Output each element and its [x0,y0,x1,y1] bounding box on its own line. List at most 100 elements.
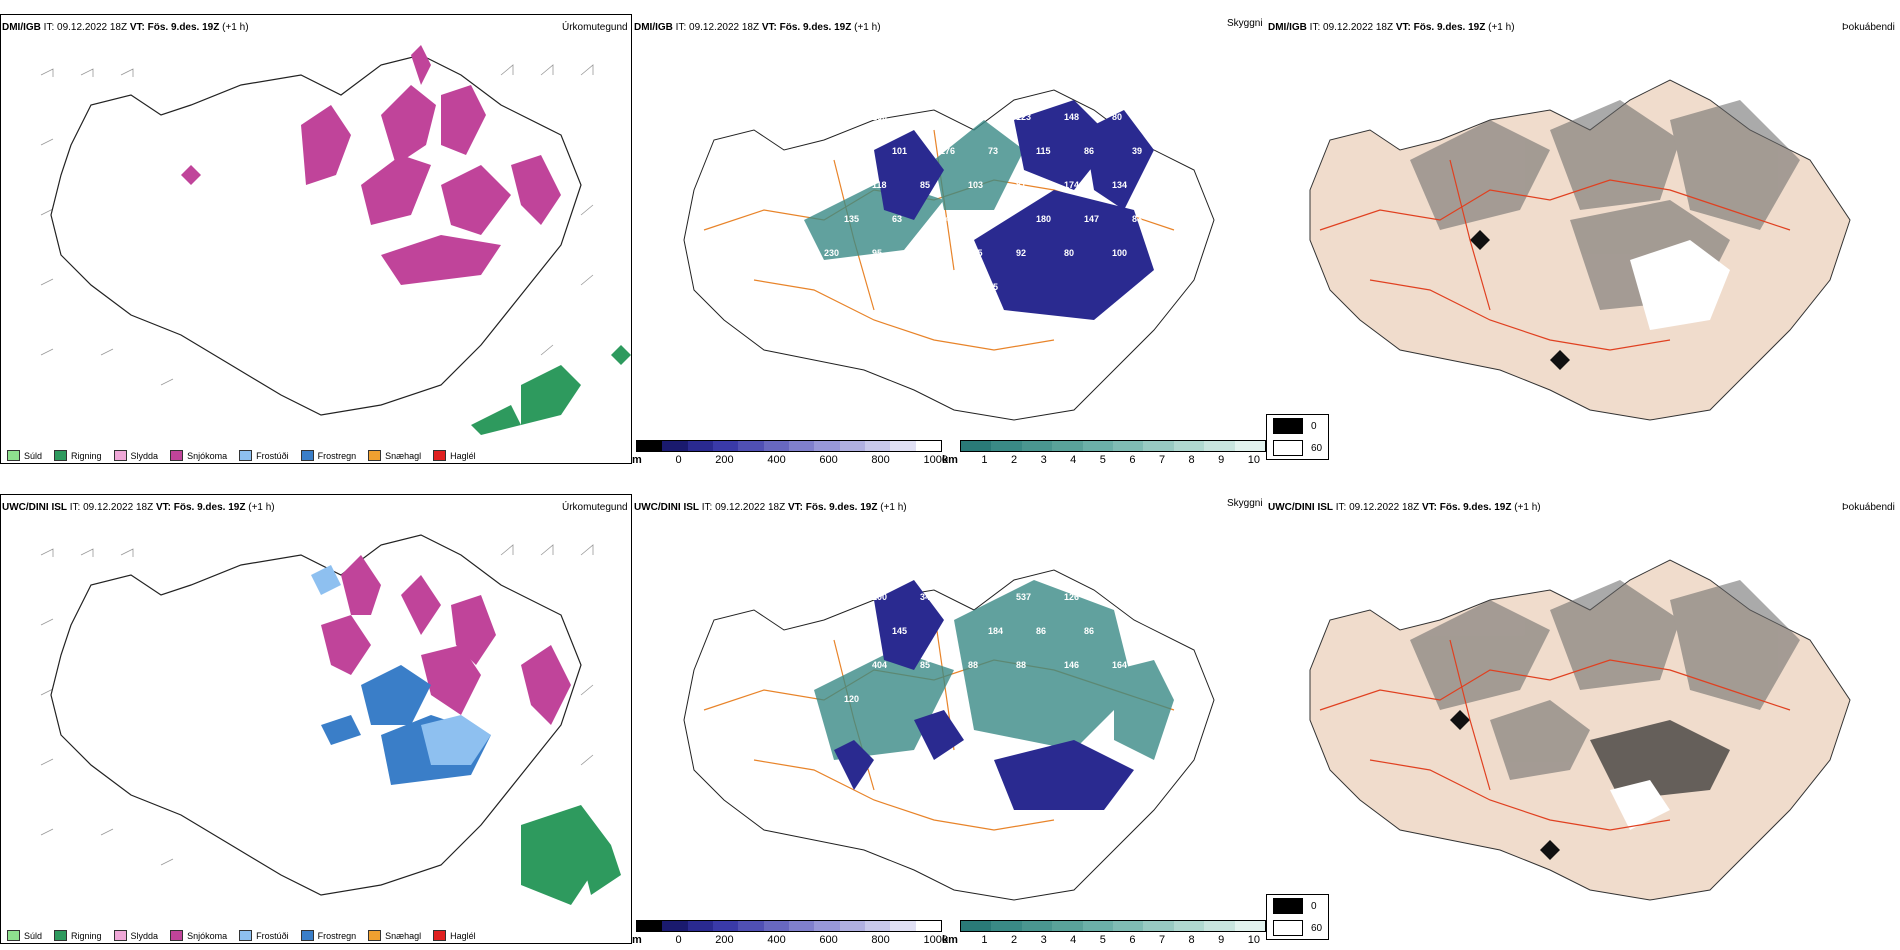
colorbar-segment [687,441,713,451]
colorbar-tick: 1000 [923,934,948,946]
colorbar-segment [915,921,941,931]
precip-legend-label: Rigning [71,450,102,461]
precip-legend-swatch [239,930,253,941]
colorbar-segment [839,441,865,451]
precip-legend-label: Slydda [130,450,159,461]
cloud-title-2: Skyggni [1227,498,1263,509]
cloud-base-label: 146 [1064,660,1079,670]
precip-legend-item: Snjókoma [170,450,227,461]
colorbar-tick: 800 [871,934,890,946]
fog-legend-label: 60 [1311,922,1323,934]
colorbar-tick: 1000 [923,454,948,466]
precip-legend-1: Súld Rigning Slydda Snjókoma Frostúði Frostre… [7,450,476,461]
cloud-base-label: 64 [844,282,854,292]
colorbar-segment [738,921,764,931]
cloud-base-label: 404 [872,660,887,670]
precip-legend-label: Snæhagl [385,450,422,461]
precip-header-1: DMI/IGB IT: 09.12.2022 18Z VT: Fös. 9.de… [2,22,249,33]
cloud-base-label: 164 [1112,660,1127,670]
cloud-base-label: 118 [872,180,887,190]
fog-title-2: Þokuábendi [1842,502,1895,513]
cloud-base-label: 88 [968,660,978,670]
cloud-base-label: 88 [968,112,978,122]
fog-legend-label: 0 [1311,420,1317,432]
cloud-base-label: 176 [940,146,955,156]
cloud-base-label: 101 [892,146,907,156]
precip-header-2: UWC/DINI ISL IT: 09.12.2022 18Z VT: Fös.… [2,502,275,513]
cloud-base-label: 63 [892,214,902,224]
colorbar-tick: 400 [767,454,786,466]
colorbar-tick: 7 [1158,454,1166,466]
cloud-base-label: 80 [1112,112,1122,122]
fog-legend-swatch [1273,440,1303,456]
cloud-base-label: 120 [844,694,859,704]
precip-legend-swatch [54,450,68,461]
precip-map-1 [40,45,631,435]
fog-legend-row: 0 [1267,415,1328,437]
cloud-base-label: 102 [892,282,907,292]
cloud-base-label: 100 [872,592,887,602]
colorbar-tick: 0 [675,454,682,466]
precip-panel-2: Súld Rigning Slydda Snjókoma Frostúði Frostre… [0,494,632,944]
colorbar-tick: 4 [1070,454,1077,466]
colorbar-segment [662,921,688,931]
precip-legend-item: Frostregn [300,930,356,941]
colorbar-segment [961,441,992,451]
colorbar-tick: 8 [1188,934,1195,946]
colorbar-segment [788,441,815,451]
colorbar-segment [991,441,1022,451]
precip-legend-item: Frostúði [239,450,289,461]
fog-legend-row: 60 [1267,437,1328,459]
cloud-base-label: 95 [872,248,882,258]
precip-legend-label: Súld [24,450,43,461]
cloud-base-label: 86 [1036,626,1046,636]
colorbar-segment [1143,921,1174,931]
colorbar-segment [1052,441,1083,451]
cloud-base-label: 129 [844,146,859,156]
precip-legend-item: Rigning [54,450,102,461]
cloud-base-label: 126 [1064,592,1079,602]
precip-legend-label: Snæhagl [385,930,422,941]
precip-legend-item: Frostregn [300,450,356,461]
colorbar-tick: 8 [1188,454,1195,466]
cloud-base-label: 83 [1132,214,1142,224]
cloud-base-label: 145 [892,626,907,636]
colorbar-unit: km [942,934,958,946]
cloud-base-label: 201 [988,214,1003,224]
colorbar-tick: 1 [981,934,988,946]
colorbar-tick: 10 [1247,454,1260,466]
iceland-outline [50,54,582,416]
cloud-map-2: 123 100 347 330 537 126 537 79 145 93 184 86 86 149 32… [683,569,1215,901]
colorbar-segment [1052,921,1083,931]
cloud-header-2: UWC/DINI ISL IT: 09.12.2022 18Z VT: Fös.… [634,502,907,513]
colorbar-tick: 600 [819,454,838,466]
precip-map-2 [40,534,621,905]
colorbar-segment [712,921,739,931]
cloud-base-label: 86 [1084,146,1094,156]
precip-title-2: Úrkomutegund [562,502,628,513]
cloud-base-label: 93 [940,626,950,636]
precip-legend-item: Haglél [433,450,476,461]
colorbar-segment [1173,921,1205,931]
precip-legend-2: Súld Rigning Slydda Snjókoma Frostúði Frostre… [7,930,476,941]
precip-legend-swatch [113,930,127,941]
precip-legend-label: Slydda [130,930,159,941]
precip-legend-label: Snjókoma [187,450,228,461]
precip-panel-1: Súld Rigning Slydda Snjókoma Frostúði Frostre… [0,14,632,464]
colorbar-segment [1234,441,1266,451]
cloud-base-label: 148 [824,180,839,190]
cloud-base-label: 184 [988,626,1003,636]
precip-legend-item: Súld [7,450,42,461]
cloud-base-label: 152 [920,112,935,122]
height-colorbar-labels-1: m 0 200 400 600 800 1000 [632,454,948,466]
cloud-base-label: 180 [1036,214,1051,224]
colorbar-segment [763,921,789,931]
precip-legend-swatch [368,450,382,461]
fog-legend-swatch [1273,418,1303,434]
fog-title-1: Þokuábendi [1842,22,1895,33]
cloud-base-label: 86 [1084,626,1094,636]
colorbar-segment [864,921,891,931]
colorbar-tick: 5 [1099,454,1106,466]
precip-legend-label: Haglél [450,930,476,941]
colorbar-segment [662,441,688,451]
